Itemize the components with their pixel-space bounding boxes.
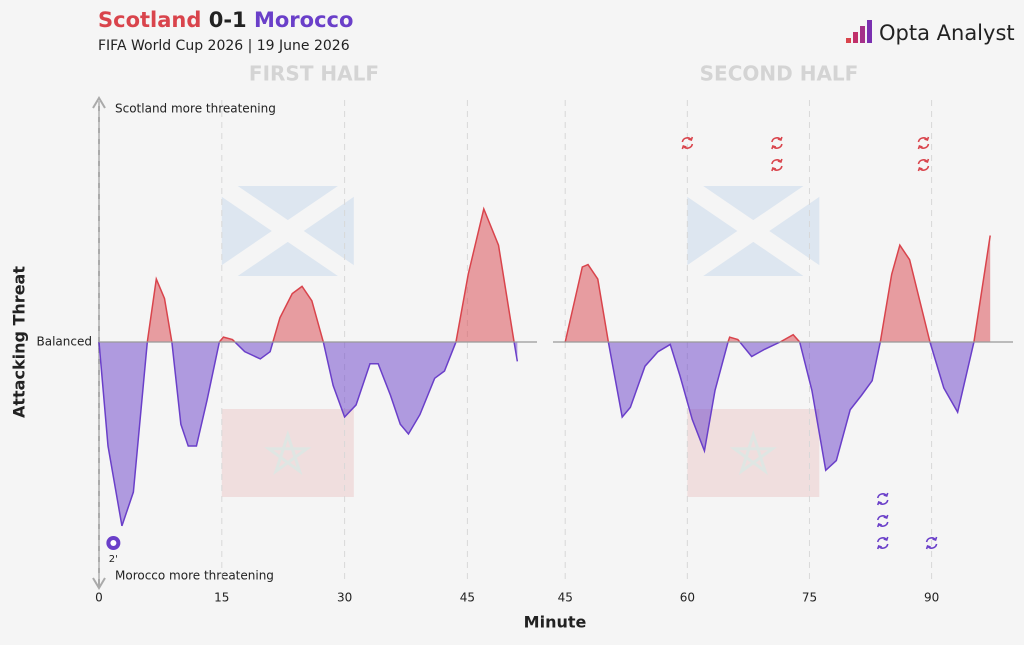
sub-arrows [876, 536, 889, 550]
flag-saltire [216, 178, 359, 284]
home-team: Scotland [98, 8, 201, 32]
sub-arrows [876, 492, 889, 506]
top-annotation: Scotland more threatening [115, 102, 276, 116]
substitution-icon [917, 136, 930, 150]
x-tick-label: 60 [680, 591, 695, 605]
flag-saltire [682, 178, 825, 284]
sub-arrows [917, 158, 930, 172]
goal-label: 2' [109, 554, 118, 565]
substitution-icon [925, 536, 938, 550]
flag-morocco [221, 409, 354, 497]
sub-arrows [771, 136, 783, 150]
x-tick-label: 30 [337, 591, 352, 605]
sub-arrows [925, 536, 938, 550]
area-negative [565, 342, 991, 471]
x-tick-label: 90 [924, 591, 939, 605]
substitution-icon [876, 514, 889, 528]
line-negative [565, 342, 975, 472]
sub-arrows [876, 514, 889, 528]
title: Scotland 0-1 Morocco [98, 8, 353, 32]
x-axis-label: Minute [524, 613, 587, 632]
line-positive [99, 206, 515, 342]
flag-star [729, 430, 778, 476]
x-tick-label: 0 [95, 591, 103, 605]
area-positive [565, 235, 991, 342]
panel-title: SECOND HALF [700, 62, 859, 86]
substitution-icon [771, 136, 783, 150]
area-negative [99, 342, 518, 526]
y-tick-label: Balanced [37, 335, 92, 349]
panel-title: FIRST HALF [249, 62, 379, 86]
area-positive [99, 208, 518, 342]
substitution-icon [681, 136, 694, 150]
logo: Opta Analyst [846, 20, 1015, 45]
x-tick-label: 45 [558, 591, 573, 605]
substitution-icon [876, 536, 889, 550]
away-team: Morocco [254, 8, 353, 32]
substitution-icon [876, 492, 889, 506]
x-tick-label: 15 [214, 591, 229, 605]
subtitle: FIFA World Cup 2026 | 19 June 2026 [98, 38, 350, 54]
sub-arrows [681, 136, 694, 150]
goal-ball [110, 540, 117, 546]
sub-arrows [917, 136, 930, 150]
arrow-heads [92, 96, 106, 590]
bottom-annotation: Morocco more threatening [115, 569, 274, 583]
y-axis-label: Attacking Threat [10, 266, 29, 418]
substitution-icon [917, 158, 930, 172]
brand: Opta Analyst [879, 21, 1015, 45]
x-tick-label: 75 [802, 591, 817, 605]
line-negative [98, 342, 519, 527]
line-positive [564, 235, 991, 342]
score: 0-1 [209, 8, 247, 32]
x-tick-label: 45 [460, 591, 475, 605]
substitution-icon [771, 158, 783, 172]
sub-arrows [771, 158, 783, 172]
flag-star [264, 430, 312, 476]
